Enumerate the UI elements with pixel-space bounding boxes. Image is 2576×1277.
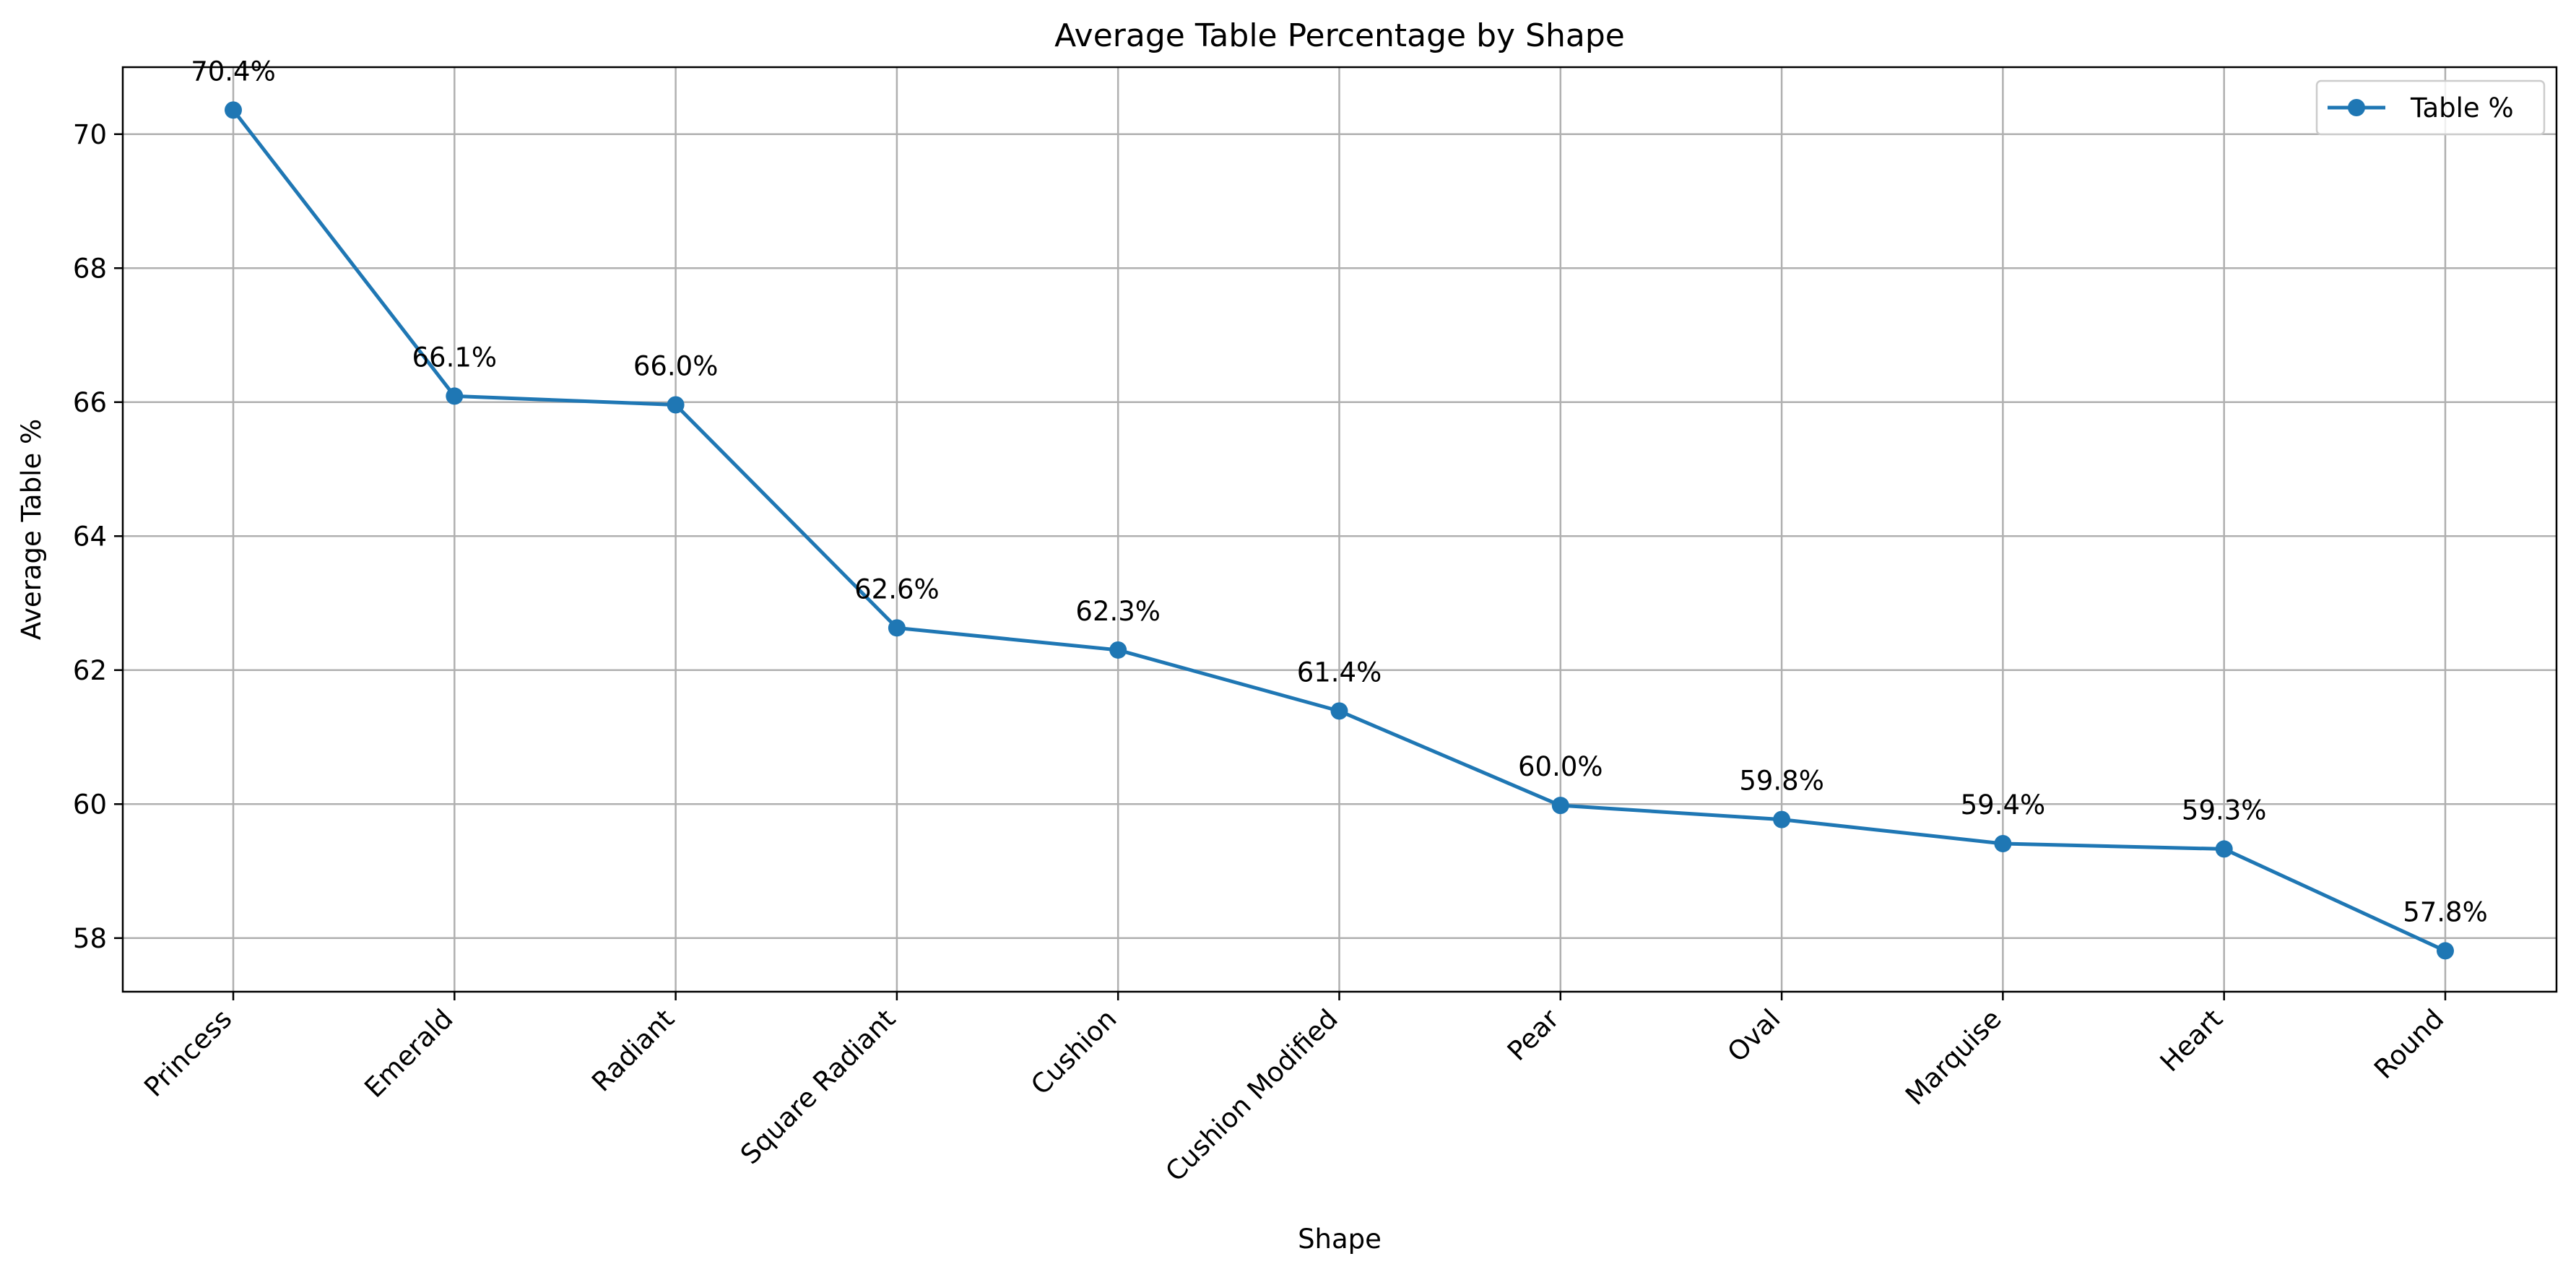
data-label: 59.3%: [2182, 795, 2267, 826]
chart-title: Average Table Percentage by Shape: [1054, 17, 1625, 54]
data-point: [1330, 702, 1348, 720]
legend-marker-swatch: [2348, 99, 2365, 116]
data-label: 70.4%: [191, 56, 276, 87]
data-point: [1773, 810, 1791, 828]
data-point: [2437, 942, 2454, 960]
data-label: 66.1%: [412, 342, 498, 373]
data-label: 62.6%: [854, 573, 940, 605]
legend-entry-table-pct: Table %: [2410, 92, 2514, 124]
y-tick-label: 68: [73, 253, 107, 284]
y-axis-label: Average Table %: [16, 419, 47, 640]
y-tick-label: 60: [73, 789, 107, 820]
y-tick-label: 58: [73, 923, 107, 954]
data-label: 60.0%: [1518, 751, 1603, 782]
data-labels: 70.4% 66.1% 66.0% 62.6% 62.3% 61.4% 60.0% 59.8%…: [191, 56, 2488, 927]
data-point: [888, 619, 906, 637]
legend-box: [2315, 79, 2546, 136]
data-point: [225, 101, 242, 119]
data-point: [2215, 840, 2233, 858]
y-tick-label: 62: [73, 655, 107, 686]
y-tick-label: 66: [73, 387, 107, 418]
data-point: [446, 387, 464, 405]
data-label: 59.8%: [1739, 766, 1824, 797]
y-tick-label: 70: [73, 119, 107, 150]
data-point: [667, 396, 685, 414]
data-label: 59.4%: [1961, 789, 2046, 821]
data-label: 66.0%: [633, 350, 719, 381]
x-axis-label: Shape: [1298, 1224, 1382, 1255]
grid: [123, 67, 2557, 992]
data-point: [1994, 835, 2012, 853]
data-point: [1109, 641, 1127, 659]
y-tick-label: 64: [73, 521, 107, 552]
data-label: 57.8%: [2403, 896, 2488, 927]
series-table-pct: [225, 101, 2454, 960]
data-label: 62.3%: [1075, 596, 1161, 627]
legend: Table %: [2315, 79, 2546, 136]
data-label: 61.4%: [1297, 657, 1382, 688]
data-point: [1551, 797, 1569, 815]
